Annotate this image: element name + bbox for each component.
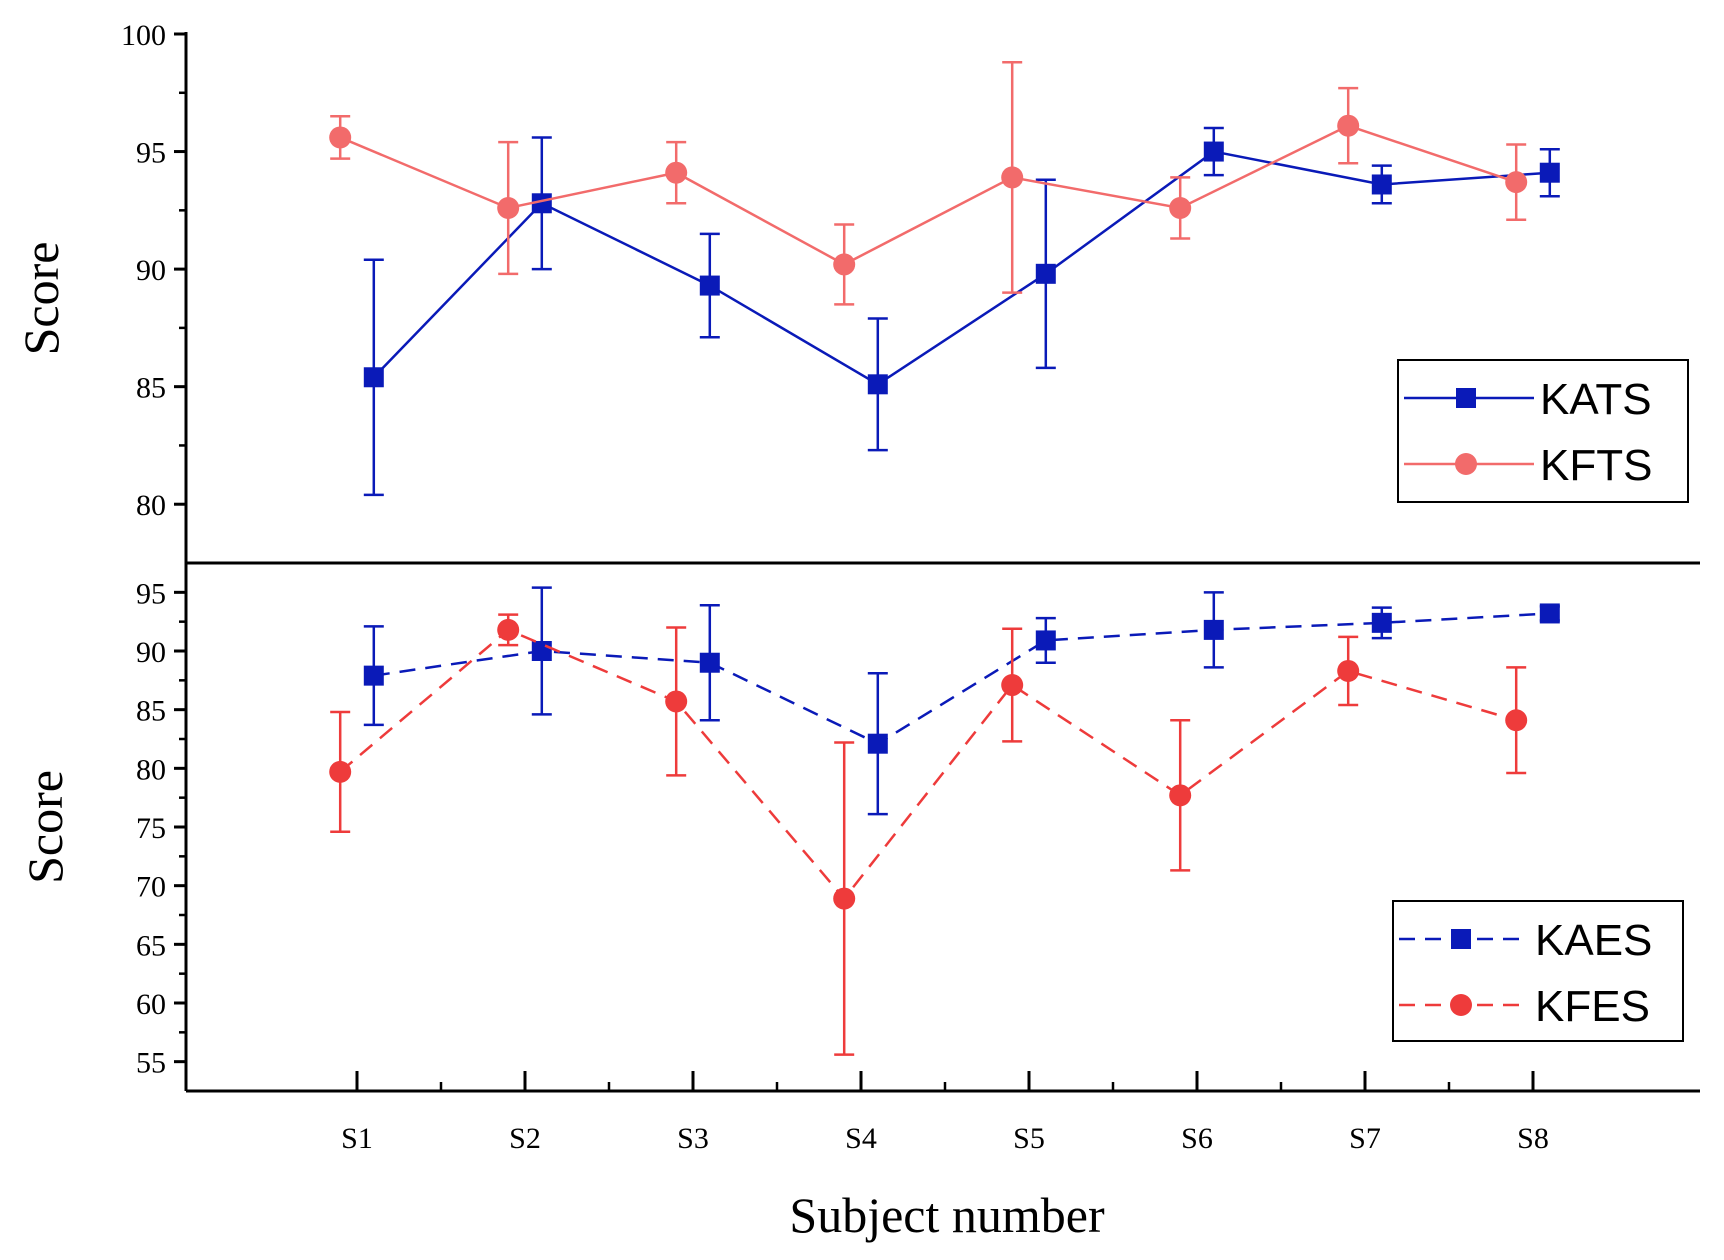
data-point-KFTS (833, 253, 856, 276)
y-axis-title: Score (13, 242, 69, 356)
legend-box (1392, 900, 1684, 1042)
data-point-KAES (1371, 612, 1392, 633)
data-point-KFES (1337, 659, 1360, 682)
legend-marker-KATS (1456, 388, 1476, 408)
legend-label: KFES (1535, 982, 1650, 1031)
y-tick-label: 100 (121, 19, 166, 52)
y-tick-label: 60 (136, 988, 166, 1021)
top-panel: 80 85 90 95 100 Score KATS KFTS (13, 19, 1689, 563)
legend-label: KATS (1540, 375, 1652, 424)
y-axis-title: Score (17, 770, 73, 884)
series-KATS (363, 126, 1560, 497)
x-tick-label: S6 (1181, 1122, 1213, 1155)
legend-marker-KFTS (1455, 453, 1477, 475)
x-axis-title: Subject number (789, 1187, 1105, 1243)
data-point-KFTS (665, 161, 688, 184)
y-tick-label: 95 (136, 137, 166, 170)
data-point-KFES (497, 618, 520, 641)
data-point-KAES (699, 652, 720, 673)
series-KAES (363, 586, 1560, 816)
x-tick-label: S3 (677, 1122, 709, 1155)
data-point-KFTS (1337, 114, 1360, 137)
series-KFES (329, 613, 1528, 1056)
data-point-KAES (1539, 603, 1560, 624)
data-point-KFTS (497, 196, 520, 219)
y-tick-label: 55 (136, 1047, 166, 1080)
legend: KATS KFTS (1397, 359, 1689, 503)
x-tick-label: S8 (1517, 1122, 1549, 1155)
data-point-KFES (1001, 674, 1024, 697)
y-tick-label: 75 (136, 812, 166, 845)
series-line-KFTS (339, 124, 1517, 266)
y-tick-label: 90 (136, 636, 166, 669)
data-point-KFES (329, 760, 352, 783)
data-point-KATS (1035, 263, 1056, 284)
series-KFTS (329, 60, 1528, 306)
series-line-KAES (373, 612, 1550, 746)
y-tick-label: 80 (136, 753, 166, 786)
legend: KAES KFES (1392, 900, 1684, 1042)
data-point-KATS (531, 193, 552, 214)
y-tick-label: 95 (136, 577, 166, 610)
legend-marker-KAES (1451, 929, 1471, 949)
x-tick-label: S7 (1349, 1122, 1381, 1155)
x-tick-label: S5 (1013, 1122, 1045, 1155)
data-point-KFES (1505, 709, 1528, 732)
legend-marker-KFES (1450, 994, 1472, 1016)
data-point-KFTS (1505, 171, 1528, 194)
data-point-KFES (1169, 784, 1192, 807)
series-line-KFES (339, 628, 1517, 901)
data-point-KATS (1203, 141, 1224, 162)
legend-label: KAES (1535, 916, 1652, 965)
y-tick-label: 80 (136, 489, 166, 522)
data-point-KATS (1371, 174, 1392, 195)
data-point-KATS (363, 367, 384, 388)
x-tick-label: S2 (509, 1122, 541, 1155)
data-point-KFES (833, 887, 856, 910)
data-point-KFTS (329, 126, 352, 149)
y-tick-label: 85 (136, 372, 166, 405)
data-point-KAES (1035, 630, 1056, 651)
data-point-KATS (699, 275, 720, 296)
data-point-KFES (665, 690, 688, 713)
data-point-KATS (1539, 162, 1560, 183)
x-tick-label: S1 (341, 1122, 373, 1155)
y-tick-label: 65 (136, 929, 166, 962)
data-point-KAES (1203, 619, 1224, 640)
data-point-KAES (531, 641, 552, 661)
legend-box (1397, 359, 1689, 503)
series-line-KATS (372, 150, 1550, 386)
legend-label: KFTS (1540, 441, 1652, 490)
data-point-KAES (867, 733, 888, 754)
x-axis: S1 S2 S3 S4 S5 S6 S7 S8 (186, 561, 1700, 1155)
y-tick-label: 85 (136, 695, 166, 728)
data-point-KFTS (1169, 196, 1192, 219)
x-tick-label: S4 (845, 1122, 877, 1155)
y-tick-label: 90 (136, 254, 166, 287)
bottom-panel: 55 60 65 70 75 80 85 90 95 Score KAES KFES (17, 563, 1684, 1091)
data-point-KFTS (1001, 166, 1024, 189)
data-point-KAES (363, 665, 384, 686)
data-point-KATS (867, 374, 888, 395)
y-tick-label: 70 (136, 871, 166, 904)
